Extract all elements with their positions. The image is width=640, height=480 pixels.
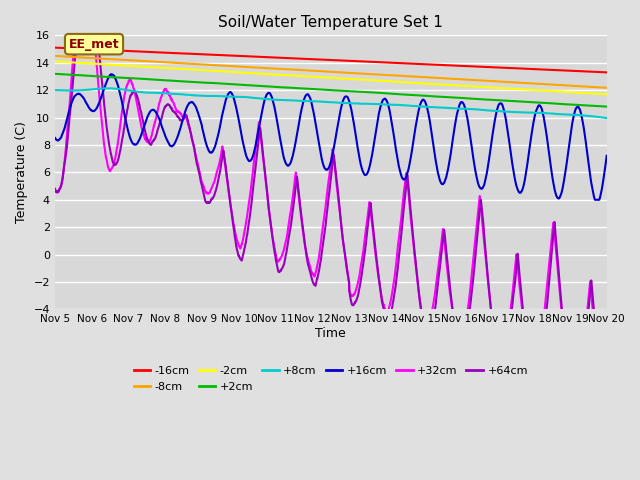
-8cm (51, 53, 59, 59)
Line: +2cm: +2cm (55, 74, 607, 107)
-16cm (147, 49, 154, 55)
+64cm (603, 412, 611, 418)
-2cm (532, 87, 540, 93)
-2cm (51, 59, 59, 64)
Line: +32cm: +32cm (55, 0, 607, 408)
-2cm (603, 91, 611, 97)
-16cm (603, 70, 611, 75)
+64cm (592, 331, 600, 337)
+16cm (108, 72, 116, 77)
-8cm (147, 59, 154, 64)
+16cm (147, 108, 155, 114)
+2cm (592, 103, 600, 109)
-8cm (287, 67, 294, 72)
+2cm (147, 76, 154, 82)
+8cm (592, 114, 600, 120)
-16cm (287, 55, 294, 61)
+2cm (51, 71, 59, 77)
Line: +8cm: +8cm (55, 88, 607, 118)
+16cm (287, 160, 294, 166)
-16cm (262, 54, 270, 60)
+16cm (603, 153, 611, 159)
-8cm (603, 85, 611, 91)
Line: -2cm: -2cm (55, 61, 607, 94)
-2cm (262, 71, 270, 77)
+8cm (532, 110, 540, 116)
+8cm (147, 90, 155, 96)
-16cm (532, 66, 540, 72)
+8cm (102, 85, 109, 91)
Legend: -16cm, -8cm, -2cm, +2cm, +8cm, +16cm, +32cm, +64cm: -16cm, -8cm, -2cm, +2cm, +8cm, +16cm, +3… (129, 361, 532, 396)
+8cm (263, 96, 271, 102)
+32cm (114, 139, 122, 145)
+32cm (147, 135, 155, 141)
-2cm (592, 91, 600, 96)
+32cm (592, 340, 600, 346)
+2cm (603, 104, 611, 109)
+2cm (262, 84, 270, 89)
+64cm (287, 224, 294, 230)
-16cm (114, 48, 122, 53)
-8cm (114, 57, 122, 62)
+64cm (147, 142, 155, 148)
+64cm (263, 184, 271, 190)
+16cm (263, 92, 271, 97)
Text: EE_met: EE_met (68, 37, 119, 51)
Line: +64cm: +64cm (55, 0, 607, 415)
+8cm (114, 86, 122, 92)
Y-axis label: Temperature (C): Temperature (C) (15, 121, 28, 223)
+8cm (287, 97, 294, 103)
Title: Soil/Water Temperature Set 1: Soil/Water Temperature Set 1 (218, 15, 444, 30)
Line: +16cm: +16cm (55, 74, 607, 200)
+64cm (51, 186, 59, 192)
-2cm (147, 64, 154, 70)
-16cm (592, 69, 600, 75)
+2cm (114, 74, 122, 80)
+16cm (532, 107, 540, 112)
+8cm (51, 87, 59, 93)
Line: -8cm: -8cm (55, 56, 607, 88)
+16cm (591, 197, 599, 203)
+2cm (532, 99, 540, 105)
-2cm (114, 62, 122, 68)
-8cm (532, 81, 540, 86)
+16cm (114, 83, 122, 89)
+2cm (287, 85, 294, 91)
+32cm (51, 186, 59, 192)
+16cm (593, 197, 600, 203)
+32cm (263, 187, 271, 192)
+32cm (287, 209, 294, 215)
+32cm (603, 406, 611, 411)
-8cm (262, 65, 270, 71)
+16cm (51, 135, 59, 141)
-8cm (592, 84, 600, 90)
+64cm (114, 157, 122, 163)
+8cm (603, 115, 611, 121)
-16cm (51, 45, 59, 50)
+64cm (532, 382, 540, 387)
Line: -16cm: -16cm (55, 48, 607, 72)
-2cm (287, 72, 294, 78)
+32cm (532, 370, 540, 376)
X-axis label: Time: Time (316, 327, 346, 340)
